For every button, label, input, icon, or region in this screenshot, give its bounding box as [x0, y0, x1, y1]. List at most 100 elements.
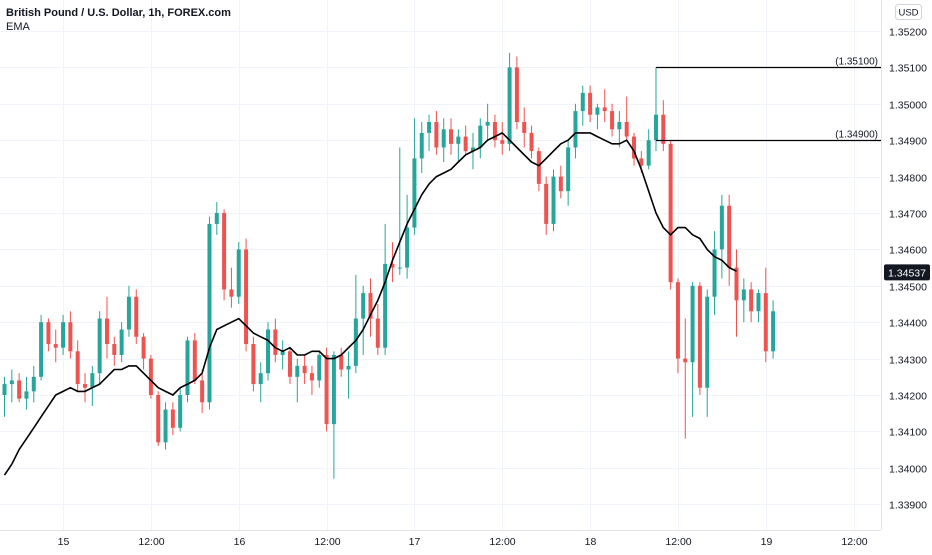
- candle-body: [661, 114, 666, 144]
- candle-body: [346, 365, 351, 370]
- candle: [83, 373, 88, 403]
- candle-body: [610, 111, 615, 130]
- candle-body: [470, 147, 475, 152]
- candle: [97, 311, 102, 385]
- candle: [90, 365, 95, 406]
- candle-body: [251, 344, 256, 385]
- candle-body: [588, 92, 593, 115]
- candle: [580, 85, 585, 126]
- candle-body: [200, 380, 205, 403]
- candle: [368, 278, 373, 337]
- candle: [229, 267, 234, 308]
- candle-body: [9, 380, 14, 385]
- candle-body: [646, 140, 651, 166]
- candle: [668, 140, 673, 290]
- candle-body: [624, 122, 629, 137]
- candle-body: [68, 322, 73, 352]
- candle: [507, 52, 512, 152]
- candle: [148, 354, 153, 399]
- candle-body: [632, 136, 637, 159]
- candle-body: [705, 296, 710, 388]
- x-tick-label: 12:00: [841, 536, 867, 548]
- y-tick-label: 1.33900: [889, 500, 927, 512]
- candle-body: [544, 183, 549, 224]
- candle-body: [31, 376, 36, 392]
- candle-body: [244, 249, 249, 345]
- candle: [31, 365, 36, 403]
- candle: [170, 402, 175, 436]
- candle: [683, 318, 688, 439]
- candle-body: [163, 409, 168, 443]
- x-tick-label: 12:00: [138, 536, 164, 548]
- candle-body: [507, 67, 512, 144]
- candle: [544, 176, 549, 235]
- y-tick-label: 1.34100: [889, 427, 927, 439]
- candle-body: [566, 147, 571, 192]
- candle: [2, 376, 7, 417]
- candle-body: [427, 122, 432, 133]
- candle-body: [39, 322, 44, 377]
- candle-body: [17, 380, 22, 399]
- candle: [134, 289, 139, 345]
- candle-body: [24, 391, 29, 399]
- y-tick-label: 1.35100: [889, 63, 927, 75]
- candle: [258, 362, 263, 403]
- candle: [602, 89, 607, 122]
- candle-body: [727, 205, 732, 268]
- candle-body: [536, 151, 541, 184]
- candle-body: [331, 354, 336, 425]
- candle-body: [771, 311, 776, 352]
- indicator-label: EMA: [6, 21, 30, 33]
- candle-body: [280, 351, 285, 355]
- candle-body: [273, 329, 278, 355]
- candle: [178, 387, 183, 432]
- currency-button[interactable]: [895, 4, 922, 20]
- candle: [339, 347, 344, 377]
- candle: [185, 336, 190, 403]
- candle: [24, 376, 29, 410]
- candle: [661, 100, 666, 152]
- candle-body: [741, 289, 746, 301]
- candle-body: [456, 136, 461, 144]
- y-tick-label: 1.35000: [889, 100, 927, 112]
- candle-body: [192, 340, 197, 381]
- candle: [331, 351, 336, 479]
- horizontal-ray[interactable]: (1.34900): [655, 130, 881, 142]
- candle: [749, 282, 754, 323]
- candle: [68, 311, 73, 359]
- candle: [75, 340, 80, 392]
- horizontal-ray[interactable]: (1.35100): [655, 57, 881, 69]
- candle: [427, 114, 432, 152]
- candle-body: [390, 263, 395, 268]
- candle-body: [90, 373, 95, 388]
- candle-body: [119, 329, 124, 355]
- candle-body: [83, 384, 88, 388]
- candle: [624, 96, 629, 141]
- candle: [163, 402, 168, 450]
- candle-body: [653, 114, 658, 141]
- candle-body: [134, 296, 139, 337]
- candle: [478, 118, 483, 159]
- candle: [222, 209, 227, 301]
- candle: [405, 194, 410, 279]
- candle: [573, 103, 578, 159]
- candle-body: [353, 318, 358, 366]
- candle-body: [602, 107, 607, 112]
- candle: [719, 194, 724, 279]
- candle-body: [185, 340, 190, 395]
- candle: [734, 249, 739, 337]
- candle: [112, 336, 117, 366]
- candle: [361, 285, 366, 355]
- candle-body: [478, 125, 483, 148]
- candle: [266, 322, 271, 381]
- candle-body: [339, 354, 344, 370]
- candle-body: [287, 351, 292, 377]
- candle: [727, 194, 732, 286]
- candle-body: [690, 285, 695, 363]
- candle: [441, 118, 446, 163]
- candle: [375, 304, 380, 355]
- candle-body: [551, 176, 556, 224]
- candle: [141, 333, 146, 370]
- candle-body: [675, 282, 680, 359]
